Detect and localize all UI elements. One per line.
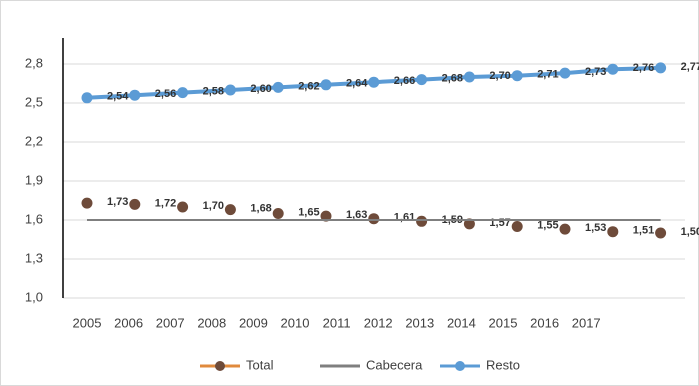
point <box>559 67 571 79</box>
data-label: 1,68 <box>250 203 271 215</box>
data-label: 1,73 <box>107 196 128 208</box>
point <box>129 89 141 101</box>
legend-label: Cabecera <box>366 357 423 372</box>
x-tick-label: 2015 <box>489 315 518 330</box>
x-tick-label: 2012 <box>364 315 393 330</box>
data-label: 2,60 <box>250 83 271 95</box>
point <box>655 62 667 74</box>
x-tick-label: 2013 <box>405 315 434 330</box>
data-label: 1,50 <box>681 226 699 238</box>
point <box>177 201 189 213</box>
point <box>607 226 619 238</box>
x-tick-label: 2014 <box>447 315 476 330</box>
data-label: 1,57 <box>489 217 510 229</box>
y-tick-label: 2,8 <box>25 55 43 70</box>
x-tick-label: 2007 <box>156 315 185 330</box>
point <box>368 213 380 225</box>
point <box>511 70 523 82</box>
x-tick-label: 2011 <box>323 315 351 330</box>
y-tick-label: 2,2 <box>25 133 43 148</box>
data-label: 2,68 <box>442 73 463 85</box>
point <box>81 92 93 104</box>
x-tick-label: 2006 <box>114 315 143 330</box>
data-label: 1,72 <box>155 197 176 209</box>
legend-label: Resto <box>486 357 520 372</box>
x-tick-label: 2005 <box>73 315 102 330</box>
point <box>416 74 428 86</box>
point <box>224 204 236 216</box>
point <box>177 87 189 99</box>
point <box>511 221 523 232</box>
data-label: 1,51 <box>633 225 654 237</box>
point <box>129 198 141 210</box>
point <box>559 223 571 235</box>
point <box>607 63 619 75</box>
data-label: 1,70 <box>203 200 224 212</box>
data-label: 2,56 <box>155 88 176 100</box>
y-tick-label: 1,6 <box>25 211 43 226</box>
legend-label: Total <box>246 357 274 372</box>
point <box>463 218 475 230</box>
point <box>655 227 667 239</box>
legend-marker <box>215 361 225 371</box>
data-label: 1,55 <box>537 219 558 231</box>
y-tick-label: 1,3 <box>25 250 43 265</box>
x-tick-label: 2008 <box>197 315 226 330</box>
point <box>368 76 380 88</box>
legend-marker <box>455 361 465 371</box>
data-label: 2,70 <box>489 70 510 82</box>
y-tick-label: 2,5 <box>25 94 43 109</box>
data-label: 2,54 <box>107 91 129 103</box>
data-label: 2,58 <box>203 86 224 98</box>
x-tick-label: 2010 <box>281 315 310 330</box>
x-tick-label: 2017 <box>572 315 601 330</box>
point <box>272 81 284 93</box>
point <box>81 197 93 209</box>
data-label: 2,66 <box>394 75 415 87</box>
data-label: 1,61 <box>394 212 415 224</box>
x-tick-label: 2016 <box>530 315 559 330</box>
point <box>224 84 236 96</box>
data-label: 2,76 <box>633 62 654 74</box>
point <box>272 208 284 219</box>
point <box>320 79 332 91</box>
x-tick-label: 2009 <box>239 315 268 330</box>
y-tick-label: 1,9 <box>25 172 43 187</box>
data-label: 2,77 <box>681 61 699 73</box>
data-label: 2,62 <box>298 80 319 92</box>
data-label: 1,53 <box>585 222 606 234</box>
y-tick-label: 1,0 <box>25 289 43 304</box>
point <box>463 71 475 83</box>
data-label: 1,63 <box>346 209 367 221</box>
data-label: 2,71 <box>537 69 558 81</box>
data-label: 2,73 <box>585 66 606 78</box>
data-label: 2,64 <box>346 78 368 90</box>
point <box>320 210 332 222</box>
data-label: 1,65 <box>298 206 319 218</box>
point <box>416 215 428 227</box>
